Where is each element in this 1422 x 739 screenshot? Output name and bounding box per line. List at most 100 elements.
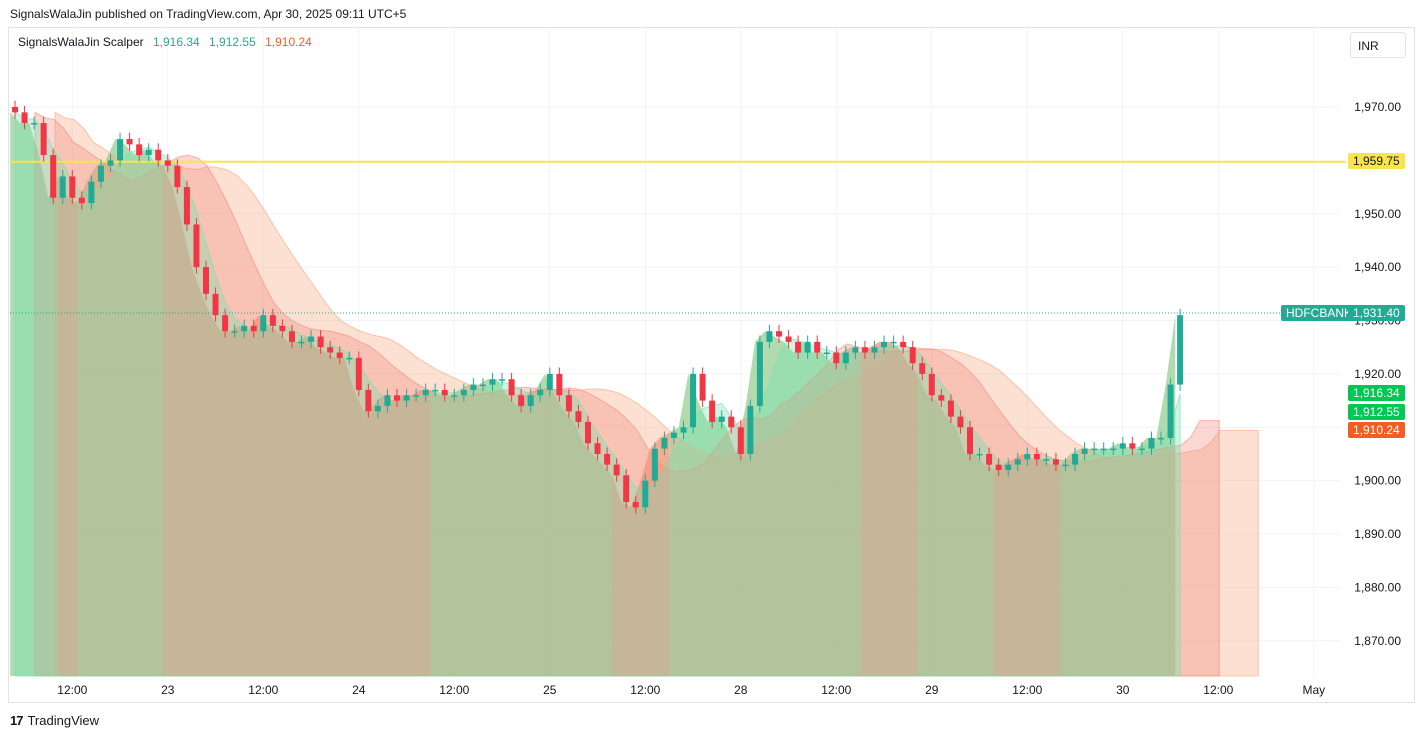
candle-body [881,341,888,348]
bear-zone [993,454,1061,676]
candle-body [938,395,945,401]
candle-body [756,341,763,406]
candle-body [728,416,735,428]
indicator-value-3: 1,910.24 [265,35,312,49]
candle-body [50,155,57,198]
candle-body [814,341,821,353]
candle-body [40,123,47,156]
candle-body [556,373,563,396]
candle-body [661,437,668,449]
candle-body [632,502,639,508]
candle-body [470,384,477,390]
candle-body [88,181,95,204]
candle-body [604,453,611,465]
tradingview-brand: TradingView [27,713,100,728]
candle-body [1005,464,1012,470]
candle-body [594,443,601,454]
y-tick-label: 1,920.00 [1354,367,1401,381]
x-tick-label: 23 [161,683,175,697]
candle-body [117,139,124,161]
indicator-value-1: 1,916.34 [152,35,200,49]
candle-body [909,347,916,364]
candle-body [222,315,229,332]
candle-body [59,176,66,198]
candle-body [804,341,811,353]
candle-body [394,395,400,401]
candle-body [1110,448,1117,451]
candle-body [642,480,649,508]
y-tick-label: 1,950.00 [1354,207,1401,221]
candle-body [699,373,706,401]
candle-body [785,336,792,342]
candle-body [69,176,76,198]
candle-body [861,347,868,353]
candle-body [212,293,219,316]
x-tick-label: 25 [543,683,557,697]
candle-body [995,464,1002,470]
candle-body [1062,464,1069,467]
bull-zone [917,373,994,676]
x-tick-label: 12:00 [57,683,87,697]
x-tick-label: May [1302,683,1325,697]
candle-body [1100,448,1107,451]
indicator-band-mid [34,111,1220,677]
candle-body [136,144,143,156]
bull-zone [430,373,612,676]
tradingview-logo[interactable]: 17 TradingView [10,713,99,728]
candle-body [890,341,897,344]
candle-body [1043,459,1050,461]
candle-body [527,395,534,406]
candle-body [919,363,926,374]
candle-body [900,341,907,348]
indicator-1-tag: 1,916.34 [1348,385,1405,401]
candle-body [986,453,993,465]
candle-body [422,389,429,396]
candle-body [164,160,171,166]
y-tick-label: 1,940.00 [1354,260,1401,274]
candle-body [174,165,181,188]
candle-body [1052,459,1059,465]
candle-body [1119,443,1126,449]
bull-zone [1060,315,1176,676]
candle-body [126,139,133,145]
bull-zone [10,112,58,677]
candle-body [957,416,964,428]
candle-body [1148,437,1155,449]
candle-body [747,405,754,454]
candle-body [795,341,802,353]
candle-body [718,416,725,422]
candle-body [78,197,85,204]
candle-body [336,352,343,358]
candle-body [288,331,295,342]
candle-body [823,352,830,355]
candle-body [499,379,506,381]
candle-body [31,123,38,125]
chart-frame [8,27,1415,703]
indicator-legend[interactable]: SignalsWalaJin Scalper 1,916.34 1,912.55… [18,35,318,49]
bull-zone [669,331,861,676]
candle-body [441,389,448,396]
publisher-line: SignalsWalaJin published on TradingView.… [10,7,407,21]
candle-body [12,107,18,113]
candle-body [298,341,305,344]
candle-body [871,347,878,353]
candle-body [183,187,190,225]
candle-body [317,336,324,348]
x-tick-label: 12:00 [439,683,469,697]
candle-body [460,389,467,396]
candle-body [308,336,315,342]
candle-body [670,432,677,438]
candle-body [479,384,486,387]
currency-button[interactable]: INR [1350,32,1406,58]
candle-body [355,357,362,390]
indicator-2-tag: 1,912.55 [1348,404,1405,420]
candle-body [269,315,276,326]
candle-body [241,325,248,332]
candle-body [250,325,257,332]
y-tick-label: 1,890.00 [1354,527,1401,541]
candle-body [97,165,104,182]
indicator-band-fast [14,111,1181,677]
candle-body [432,389,439,392]
x-tick-label: 30 [1116,683,1130,697]
